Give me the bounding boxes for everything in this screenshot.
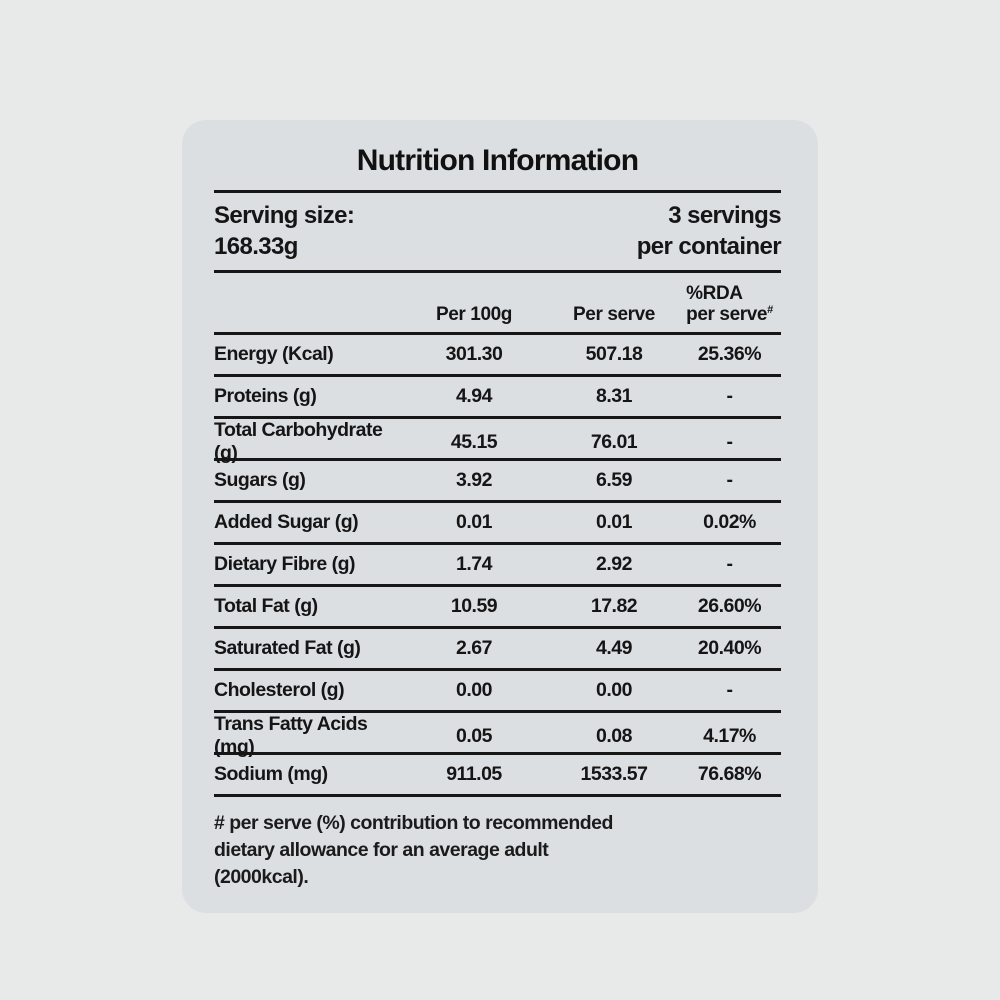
nutrient-label: Dietary Fibre (g) bbox=[214, 553, 356, 575]
col-header-per-100g: Per 100g bbox=[435, 304, 513, 325]
table-row: Total Carbohydrate (g) 45.15 76.01 - bbox=[214, 419, 781, 464]
table-row: Sodium (mg) 911.05 1533.57 76.68% bbox=[214, 755, 781, 797]
nutrition-label-card: Nutrition Information Serving size: 168.… bbox=[182, 120, 818, 913]
nutrient-label: Total Carbohydrate (g) bbox=[214, 419, 383, 464]
value-rda: - bbox=[726, 553, 734, 575]
nutrient-label: Saturated Fat (g) bbox=[214, 637, 361, 659]
nutrient-label: Energy (Kcal) bbox=[214, 343, 334, 365]
value-rda: 0.02% bbox=[703, 511, 756, 533]
table-header-row: Per 100g Per serve %RDA per serve# bbox=[214, 273, 781, 335]
value-per-100g: 10.59 bbox=[450, 595, 498, 617]
value-per-serve: 17.82 bbox=[590, 595, 638, 617]
value-rda: - bbox=[726, 385, 734, 407]
value-rda: 25.36% bbox=[697, 343, 762, 365]
value-per-serve: 1533.57 bbox=[580, 763, 649, 785]
table-row: Added Sugar (g) 0.01 0.01 0.02% bbox=[214, 503, 781, 545]
serving-size-value: 168.33g bbox=[214, 233, 298, 260]
value-per-serve: 4.49 bbox=[596, 637, 632, 659]
value-per-serve: 0.00 bbox=[596, 679, 632, 701]
serving-size-label: Serving size: bbox=[214, 202, 355, 229]
value-per-serve: 507.18 bbox=[585, 343, 643, 365]
footnote: # per serve (%) contribution to recommen… bbox=[214, 812, 613, 888]
nutrient-label: Sugars (g) bbox=[214, 469, 306, 491]
nutrition-table-body: Energy (Kcal) 301.30 507.18 25.36% Proteins … bbox=[214, 335, 781, 797]
value-per-100g: 0.05 bbox=[456, 724, 492, 747]
value-per-100g: 1.74 bbox=[456, 553, 492, 575]
table-row: Proteins (g) 4.94 8.31 - bbox=[214, 377, 781, 419]
table-row: Total Fat (g) 10.59 17.82 26.60% bbox=[214, 587, 781, 629]
value-per-100g: 0.01 bbox=[456, 511, 492, 533]
serving-info: Serving size: 168.33g 3 servings per con… bbox=[214, 193, 782, 270]
nutrient-label: Sodium (mg) bbox=[214, 763, 328, 785]
rda-header-line1: %RDA bbox=[686, 283, 743, 304]
page-title: Nutrition Information bbox=[356, 144, 639, 177]
value-rda: 4.17% bbox=[703, 724, 756, 747]
col-header-rda: %RDA per serve# bbox=[679, 283, 780, 325]
value-per-100g: 3.92 bbox=[456, 469, 492, 491]
servings-per-container-label: per container bbox=[636, 233, 782, 260]
value-rda: 20.40% bbox=[697, 637, 762, 659]
value-per-100g: 2.67 bbox=[456, 637, 492, 659]
nutrient-label: Proteins (g) bbox=[214, 385, 317, 407]
table-row: Sugars (g) 3.92 6.59 - bbox=[214, 461, 781, 503]
table-row: Trans Fatty Acids (mg) 0.05 0.08 4.17% bbox=[214, 713, 781, 758]
value-per-serve: 6.59 bbox=[596, 469, 632, 491]
value-per-100g: 911.05 bbox=[446, 763, 502, 785]
value-rda: 76.68% bbox=[697, 763, 762, 785]
table-row: Cholesterol (g) 0.00 0.00 - bbox=[214, 671, 781, 713]
value-per-serve: 2.92 bbox=[596, 553, 632, 575]
value-rda: 26.60% bbox=[697, 595, 762, 617]
servings-per-container-block: 3 servings per container bbox=[636, 200, 782, 262]
table-row: Saturated Fat (g) 2.67 4.49 20.40% bbox=[214, 629, 781, 671]
nutrient-label: Trans Fatty Acids (mg) bbox=[214, 713, 368, 758]
nutrient-label: Total Fat (g) bbox=[214, 595, 318, 617]
rda-footnote-marker: # bbox=[767, 304, 773, 316]
serving-size-block: Serving size: 168.33g bbox=[214, 200, 355, 262]
value-per-100g: 45.15 bbox=[450, 430, 498, 453]
value-per-serve: 0.01 bbox=[596, 511, 632, 533]
divider-top bbox=[214, 190, 781, 193]
value-rda: - bbox=[726, 469, 734, 491]
value-per-100g: 0.00 bbox=[456, 679, 492, 701]
nutrient-label: Cholesterol (g) bbox=[214, 679, 345, 701]
table-row: Dietary Fibre (g) 1.74 2.92 - bbox=[214, 545, 781, 587]
table-row: Energy (Kcal) 301.30 507.18 25.36% bbox=[214, 335, 781, 377]
value-per-serve: 76.01 bbox=[590, 430, 638, 453]
rda-header-line2: per serve bbox=[686, 304, 768, 325]
value-per-serve: 8.31 bbox=[596, 385, 632, 407]
value-per-100g: 301.30 bbox=[445, 343, 503, 365]
value-rda: - bbox=[726, 430, 734, 453]
value-per-serve: 0.08 bbox=[596, 724, 632, 747]
divider-serving bbox=[214, 270, 781, 273]
servings-count: 3 servings bbox=[668, 202, 781, 229]
col-header-per-serve: Per serve bbox=[573, 304, 655, 325]
nutrient-label: Added Sugar (g) bbox=[214, 511, 359, 533]
value-per-100g: 4.94 bbox=[456, 385, 492, 407]
value-rda: - bbox=[726, 679, 734, 701]
